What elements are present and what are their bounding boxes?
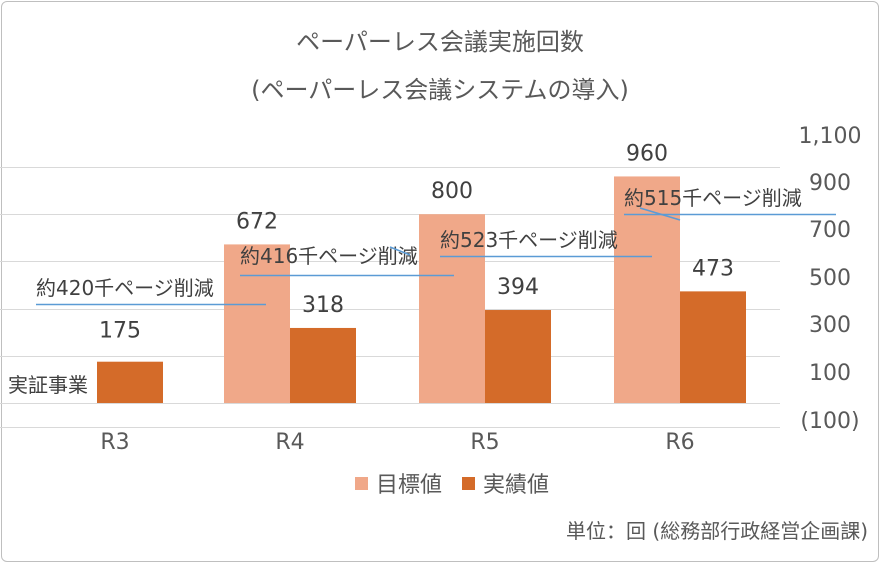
legend-label-target: 目標値 (376, 473, 443, 498)
y-tick-label: 1,100 (799, 124, 862, 149)
annotation-reduction-label: 約416千ページ削減 (240, 244, 418, 268)
bar-actual (680, 291, 746, 403)
y-tick-label: 900 (809, 171, 851, 196)
y-tick-label: 300 (809, 313, 851, 338)
legend-item-target: 目標値 (355, 467, 442, 499)
annotation-reduction-label: 約515千ページ削減 (624, 186, 802, 210)
chart-subtitle: (ペーパーレス会議システムの導入) (251, 76, 629, 104)
x-tick-label: R4 (275, 430, 304, 455)
y-tick-label: 100 (809, 361, 851, 386)
bar-target (224, 244, 290, 403)
y-tick-label: (100) (800, 409, 859, 434)
legend-swatch-actual (462, 476, 476, 490)
annotation-reduction-label: 約523千ページ削減 (440, 228, 618, 252)
data-label-actual: 394 (497, 275, 539, 300)
annotation-pilot: 実証事業 (8, 373, 88, 397)
bar-actual (290, 327, 356, 403)
data-label-actual: 175 (99, 319, 141, 344)
data-label-actual: 473 (692, 256, 734, 281)
legend-label-actual: 実績値 (483, 473, 550, 498)
data-label-target: 960 (626, 141, 668, 166)
legend-swatch-target (355, 476, 368, 490)
x-tick-label: R3 (100, 430, 129, 455)
x-tick-label: R6 (665, 430, 694, 455)
chart-title: ペーパーレス会議実施回数 (296, 28, 584, 56)
legend: 目標値 実績値 (355, 467, 549, 499)
data-label-actual: 318 (302, 293, 344, 318)
data-label-target: 800 (431, 179, 473, 204)
y-tick-label: 500 (809, 266, 851, 291)
y-tick-label: 700 (809, 218, 851, 243)
annotation-connector (639, 207, 681, 221)
data-label-target: 672 (236, 209, 278, 234)
x-tick-label: R5 (470, 430, 499, 455)
legend-item-actual: 実績値 (462, 467, 549, 499)
unit-note: 単位：回 (総務部行政経営企画課) (566, 519, 868, 543)
annotation-reduction-label: 約420千ページ削減 (36, 276, 214, 300)
bar-actual (97, 361, 163, 403)
bar-target (419, 214, 485, 403)
annotation-connector (389, 246, 411, 256)
bar-actual (485, 310, 551, 403)
